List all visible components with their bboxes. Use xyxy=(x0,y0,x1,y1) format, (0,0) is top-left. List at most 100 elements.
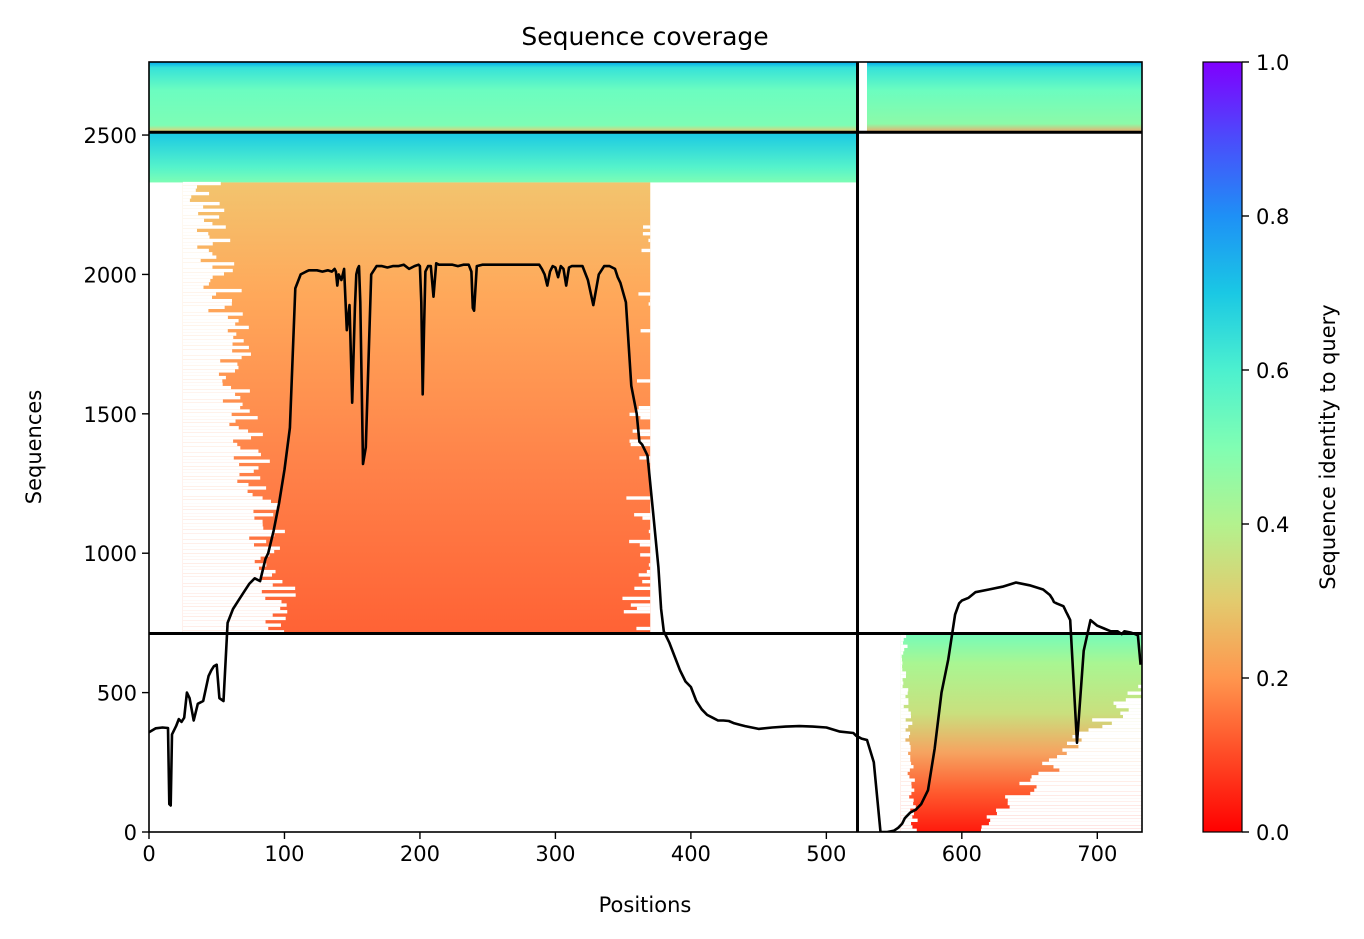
heatmap-gap xyxy=(182,576,262,580)
heatmap-gap xyxy=(182,436,252,440)
colorbar-tick-label: 0.2 xyxy=(1256,667,1289,691)
heatmap-gap xyxy=(900,785,912,789)
heatmap-gap xyxy=(634,513,651,517)
heatmap-gap xyxy=(900,734,909,739)
colorbar-axis: 0.0 0.2 0.4 0.6 0.8 1.0 xyxy=(1242,51,1289,845)
heatmap-gap xyxy=(1081,738,1142,742)
heatmap-gap xyxy=(900,641,904,645)
heatmap-gap xyxy=(182,228,197,233)
heatmap-gap xyxy=(1125,698,1142,702)
heatmap-gap xyxy=(182,549,275,554)
chart-title: Sequence coverage xyxy=(521,22,768,51)
heatmap-gap xyxy=(182,319,239,323)
heatmap-gap xyxy=(1030,791,1142,796)
heatmap-gap xyxy=(1048,758,1142,762)
heatmap-gap xyxy=(182,446,241,450)
y-tick-label: 2000 xyxy=(84,263,137,287)
heatmap-gap xyxy=(182,235,210,239)
heatmap-gap xyxy=(900,828,917,832)
heatmap-gap xyxy=(900,818,918,822)
heatmap-gap xyxy=(1111,721,1142,725)
heatmap-gap xyxy=(996,811,1142,816)
heatmap-gap xyxy=(629,412,651,417)
heatmap-gap xyxy=(1007,798,1142,802)
heatmap-block xyxy=(182,182,651,634)
heatmap-gap xyxy=(182,339,244,343)
heatmap-gap xyxy=(900,674,906,679)
heatmap-gap xyxy=(900,671,907,675)
heatmap-gap xyxy=(182,198,190,202)
heatmap-gap xyxy=(640,553,651,557)
heatmap-gap xyxy=(182,536,250,540)
heatmap-gap xyxy=(182,252,213,256)
heatmap-gap xyxy=(1038,771,1142,776)
heatmap-gap xyxy=(182,482,249,487)
heatmap-gap xyxy=(182,503,279,507)
heatmap-gap xyxy=(1120,711,1142,715)
heatmap-gap xyxy=(900,788,915,792)
heatmap-gap xyxy=(182,620,266,624)
heatmap-gap xyxy=(182,529,285,534)
heatmap-gap xyxy=(182,523,263,527)
x-axis-label: Positions xyxy=(599,893,692,917)
heatmap-gap xyxy=(182,335,234,340)
x-axis: 0 100 200 300 400 500 600 700 xyxy=(142,832,1117,866)
heatmap-gap xyxy=(986,815,1142,819)
heatmap-gap xyxy=(640,329,651,333)
heatmap-gap xyxy=(900,651,904,655)
heatmap-gap xyxy=(642,516,651,520)
heatmap-gap xyxy=(900,724,909,729)
heatmap-gap xyxy=(182,606,281,611)
heatmap-gap xyxy=(182,509,254,514)
heatmap-gap xyxy=(182,265,213,269)
heatmap-gap xyxy=(643,225,651,229)
heatmap-gap xyxy=(182,322,236,326)
y-tick-label: 0 xyxy=(124,821,137,845)
heatmap-gap xyxy=(182,205,204,209)
heatmap-gap xyxy=(182,268,233,273)
heatmap-gap xyxy=(638,292,651,296)
heatmap-gap xyxy=(900,708,909,712)
heatmap-gap xyxy=(182,352,251,356)
heatmap-gap xyxy=(1019,781,1142,786)
heatmap-block xyxy=(866,62,1142,133)
heatmap-gap xyxy=(182,238,231,243)
heatmap-gap xyxy=(900,741,910,746)
heatmap-gap xyxy=(900,728,906,732)
heatmap-gap xyxy=(182,362,238,366)
heatmap-gap xyxy=(900,691,908,695)
heatmap-gap xyxy=(182,305,225,310)
heatmap-gap xyxy=(182,232,209,236)
colorbar-tick-label: 1.0 xyxy=(1256,51,1289,75)
heatmap-gap xyxy=(182,382,223,386)
heatmap-gap xyxy=(182,379,223,383)
x-tick-label: 0 xyxy=(142,842,155,866)
heatmap-gap xyxy=(1007,801,1142,806)
x-tick-label: 100 xyxy=(264,842,304,866)
heatmap-gap xyxy=(900,648,905,652)
heatmap-gap xyxy=(182,616,286,621)
heatmap-gap xyxy=(182,375,226,380)
heatmap-gap xyxy=(182,486,267,490)
heatmap-gap xyxy=(1122,714,1142,719)
heatmap-gap xyxy=(182,298,232,303)
heatmap-gap xyxy=(182,185,198,189)
heatmap-gap xyxy=(900,755,911,759)
colorbar-tick-label: 0.4 xyxy=(1256,513,1289,537)
heatmap-gap xyxy=(182,526,264,530)
heatmap-block xyxy=(149,132,858,183)
heatmap-gap xyxy=(182,255,217,259)
heatmap-gap xyxy=(900,811,914,816)
heatmap-gap xyxy=(182,201,220,206)
heatmap-gap xyxy=(648,529,651,534)
heatmap-gap xyxy=(182,459,270,463)
heatmap-gap xyxy=(182,285,204,289)
heatmap-gap xyxy=(637,379,651,383)
heatmap-gap xyxy=(182,218,205,223)
heatmap-gap xyxy=(900,775,910,779)
heatmap-gap xyxy=(182,395,241,400)
heatmap-gap xyxy=(636,606,651,611)
heatmap-gap xyxy=(1062,748,1142,752)
y-axis-label: Sequences xyxy=(22,390,46,505)
heatmap-gap xyxy=(182,412,232,417)
